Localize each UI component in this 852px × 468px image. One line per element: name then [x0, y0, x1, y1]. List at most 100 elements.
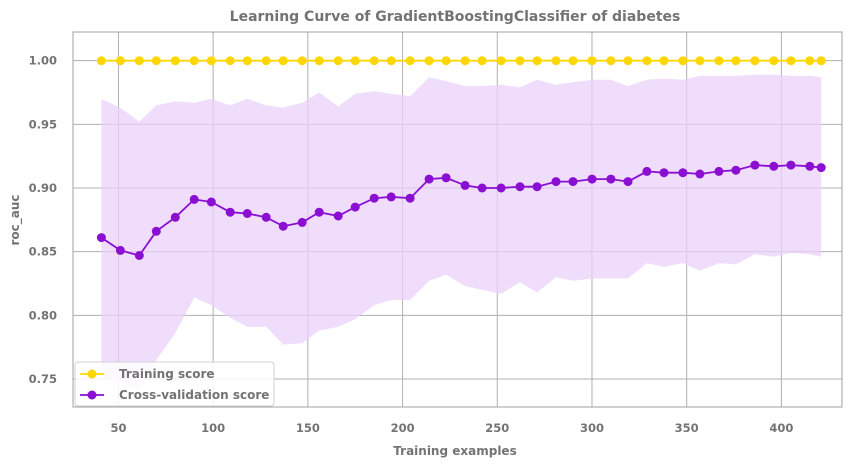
x-tick-label: 50 [110, 421, 126, 435]
training-score-point [115, 56, 125, 66]
training-score-point [333, 56, 343, 66]
legend-marker-training [87, 369, 97, 379]
cv-score-point [623, 177, 633, 187]
cv-score-point [333, 211, 343, 221]
cv-score-point [551, 177, 561, 187]
cv-score-point [659, 168, 669, 178]
training-score-point [369, 56, 379, 66]
cv-score-point [151, 226, 161, 236]
training-score-point [350, 56, 360, 66]
cv-score-point [750, 160, 760, 170]
cv-score-point [606, 174, 616, 184]
cv-score-series [96, 160, 826, 260]
cv-score-point [350, 202, 360, 212]
plot-frame [72, 31, 843, 408]
training-score-point [515, 56, 525, 66]
y-axis-label: roc_auc [8, 194, 23, 245]
training-score-point [225, 56, 235, 66]
training-score-series [96, 56, 826, 66]
cv-score-point [532, 182, 542, 192]
series-layer [96, 56, 826, 260]
training-score-point [642, 56, 652, 66]
cv-score-point [695, 169, 705, 179]
training-score-point [532, 56, 542, 66]
cv-score-point [714, 166, 724, 176]
training-score-point [551, 56, 561, 66]
cv-score-point [405, 193, 415, 203]
cv-score-point [477, 183, 487, 193]
training-score-point [714, 56, 724, 66]
x-axis-label: Training examples [393, 444, 516, 458]
x-tick-label: 300 [580, 421, 604, 435]
training-score-point [659, 56, 669, 66]
cv-score-point [441, 173, 451, 183]
training-score-point [405, 56, 415, 66]
x-tick-label: 100 [201, 421, 225, 435]
training-score-point [134, 56, 144, 66]
cv-score-point [261, 212, 271, 222]
training-score-point [96, 56, 106, 66]
training-score-point [623, 56, 633, 66]
cv-score-point [786, 160, 796, 170]
cv-score-point [460, 180, 470, 190]
training-score-point [261, 56, 271, 66]
x-tick-label: 150 [296, 421, 320, 435]
y-tick-labels: 0.75 0.80 0.85 0.90 0.95 1.00 [29, 54, 57, 386]
training-score-point [297, 56, 307, 66]
legend-marker-cv [87, 390, 97, 400]
training-score-point [206, 56, 216, 66]
cv-score-point [278, 221, 288, 231]
training-score-point [477, 56, 487, 66]
cv-score-point [515, 182, 525, 192]
legend: Training score Cross-validation score [74, 361, 275, 407]
training-score-point [189, 56, 199, 66]
cv-score-point [816, 163, 826, 173]
cv-score-point [115, 245, 125, 255]
x-tick-label: 200 [391, 421, 415, 435]
training-score-point [242, 56, 252, 66]
legend-label-training: Training score [119, 367, 215, 381]
x-tick-label: 400 [769, 421, 793, 435]
cv-score-point [587, 174, 597, 184]
cv-score-point [206, 197, 216, 207]
training-score-point [587, 56, 597, 66]
training-score-point [606, 56, 616, 66]
y-tick-label: 1.00 [29, 54, 57, 68]
training-score-point [424, 56, 434, 66]
cv-score-point [242, 209, 252, 218]
x-tick-labels: 50 100 150 200 250 300 350 400 [110, 421, 793, 435]
cv-score-point [731, 165, 741, 175]
training-score-point [460, 56, 470, 66]
cv-score-point [424, 174, 434, 184]
cv-score-point [496, 183, 506, 193]
cv-score-point [642, 166, 652, 176]
cv-score-point [170, 212, 180, 222]
training-score-point [769, 56, 779, 66]
y-tick-label: 0.75 [29, 372, 57, 386]
training-score-point [170, 56, 180, 66]
cv-score-band [101, 74, 822, 390]
training-score-point [386, 56, 396, 66]
cv-score-point [314, 207, 324, 217]
y-tick-label: 0.95 [29, 117, 57, 131]
training-score-point [441, 56, 451, 66]
y-tick-label: 0.90 [29, 181, 57, 195]
training-score-point [805, 56, 815, 66]
legend-label-cv: Cross-validation score [119, 388, 269, 402]
training-score-point [496, 56, 506, 66]
cv-score-point [225, 207, 235, 217]
cv-score-point [297, 217, 307, 227]
legend-box [74, 361, 275, 407]
y-tick-label: 0.85 [29, 245, 57, 259]
training-score-point [731, 56, 741, 66]
cv-score-point [96, 233, 106, 243]
cv-score-point [678, 168, 688, 178]
cv-score-point [134, 251, 144, 260]
y-tick-label: 0.80 [29, 308, 57, 322]
training-score-point [314, 56, 324, 66]
training-score-point [278, 56, 288, 66]
cv-score-point [769, 161, 779, 171]
training-score-point [568, 56, 578, 66]
cv-score-point [386, 192, 396, 202]
